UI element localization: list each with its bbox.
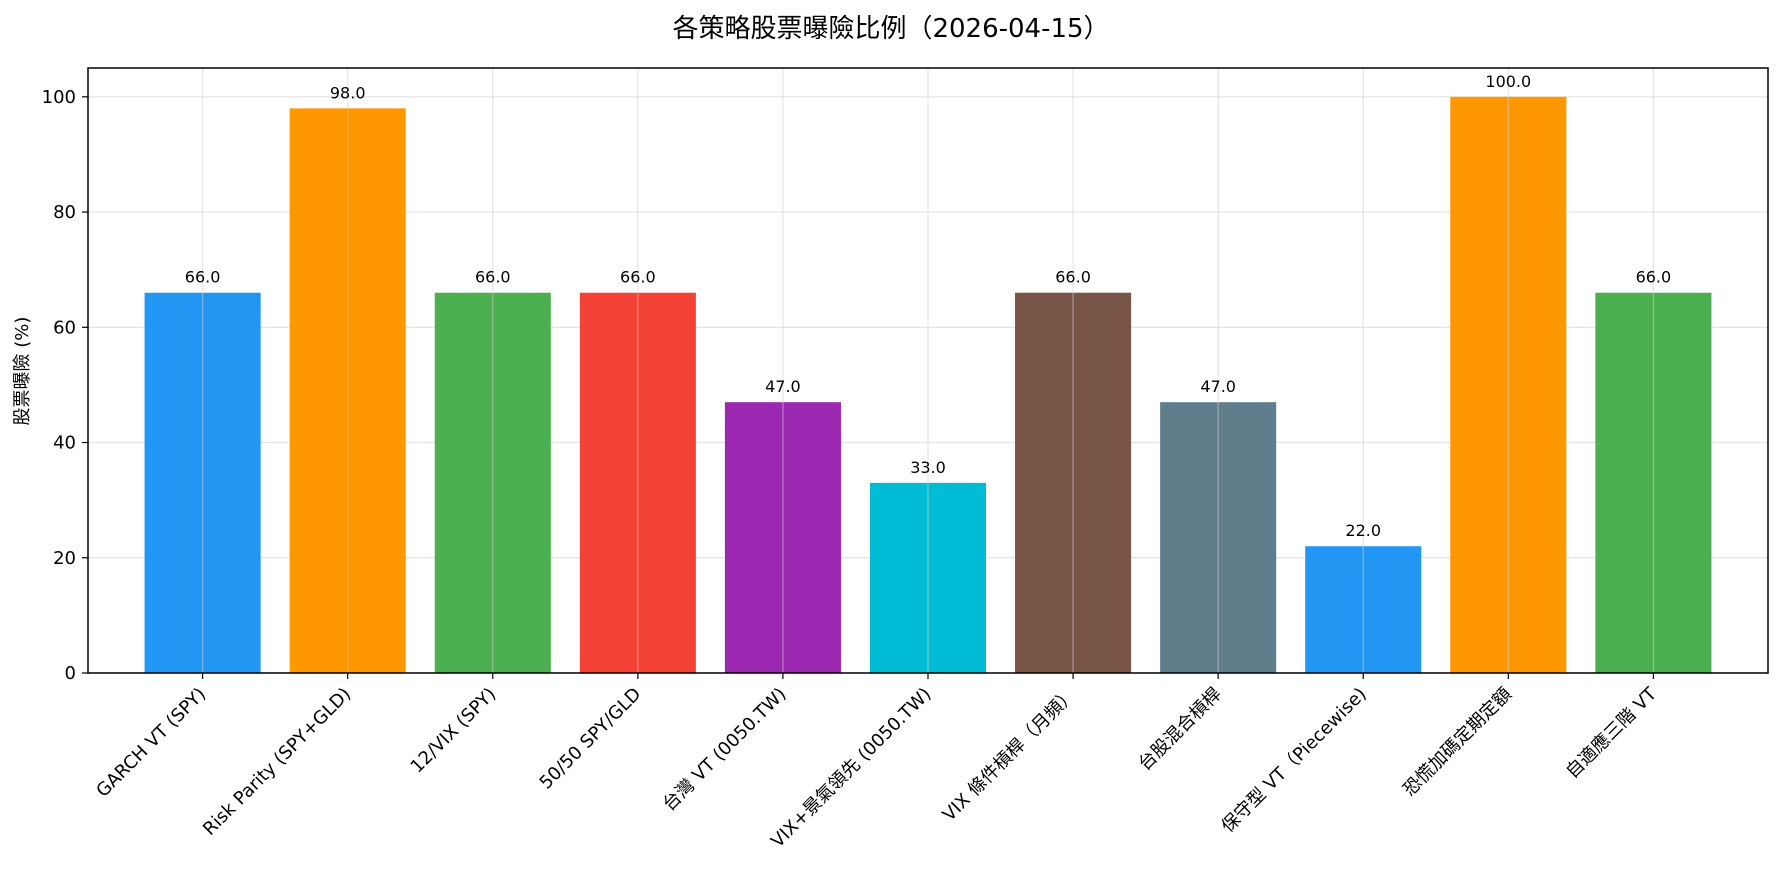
bar-value-label: 47.0 [1200,377,1236,396]
x-tick-label: GARCH VT (SPY) [92,684,210,802]
x-tick-label: 自適應三階 VT [1561,682,1661,782]
x-axis-ticks: GARCH VT (SPY)Risk Parity (SPY+GLD) 12/VI… [92,673,1662,852]
bar-value-label: 66.0 [1636,268,1672,287]
y-tick-label: 0 [65,663,76,684]
bar-value-label: 66.0 [185,268,221,287]
x-tick-label: 50/50 SPY/GLD [536,684,646,794]
x-tick-label: 台股混合槓桿 [1134,684,1225,775]
bar-value-label: 66.0 [620,268,656,287]
x-tick-label: 台灣 VT (0050.TW) [659,684,791,816]
x-tick-label: Risk Parity (SPY+GLD) [199,684,355,840]
bar-value-label: 22.0 [1345,521,1381,540]
x-tick-label: VIX+景氣領先 (0050.TW) [767,684,935,852]
x-tick-label: 12/VIX (SPY) [407,684,501,778]
vertical-grid-lines [202,68,1654,673]
y-tick-label: 80 [53,202,76,223]
bar-value-label: 33.0 [910,458,946,477]
y-tick-label: 20 [53,548,76,569]
bar-value-label: 47.0 [765,377,801,396]
bar-value-label: 66.0 [1055,268,1091,287]
x-tick-label: VIX 條件槓桿（月頻） [939,684,1081,826]
bar-value-label: 100.0 [1485,72,1531,91]
y-tick-label: 60 [53,317,76,338]
chart-title: 各策略股票曝險比例（2026-04-15） [672,14,1110,44]
y-tick-label: 100 [42,87,76,108]
y-tick-label: 40 [53,433,76,454]
bar-value-label: 98.0 [330,83,366,102]
y-axis-label: 股票曝險 (%) [12,317,33,426]
bar-value-label: 66.0 [475,268,511,287]
x-tick-label: 保守型 VT（Piecewise) [1218,684,1371,837]
y-axis-ticks: 0 20 40 60 80 100 [42,87,88,684]
x-tick-label: 恐慌加碼定期定額 [1399,684,1516,801]
value-labels: 66.0 98.0 66.0 66.0 47.0 33.0 66.0 47.0 22.0 100.… [185,72,1671,540]
